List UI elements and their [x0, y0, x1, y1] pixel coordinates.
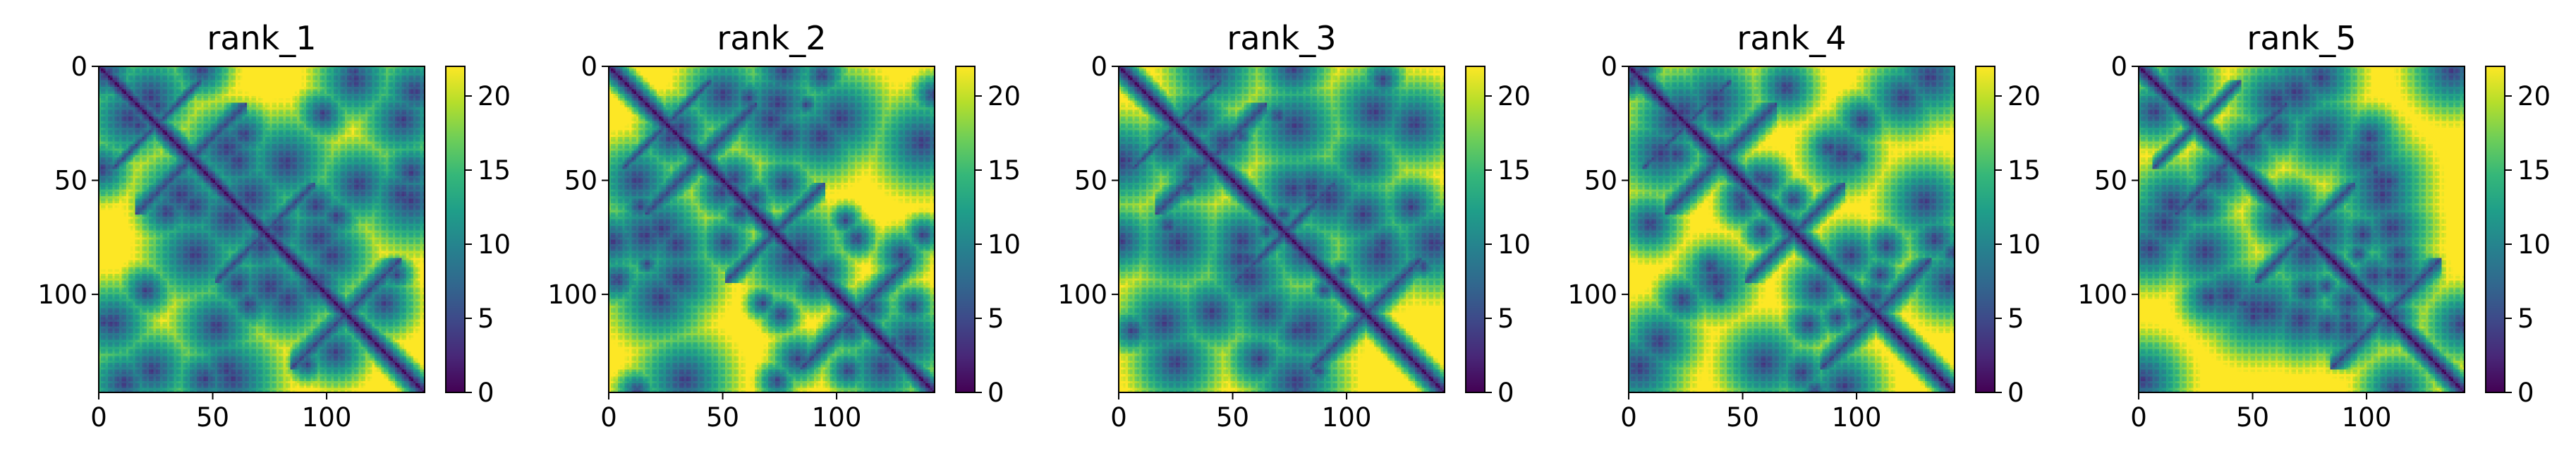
colorbar-tick-label: 15	[988, 155, 1021, 186]
heatmap-panel-3: rank_3 0 50 100 0 50 100 0 5 10 15 20	[1057, 19, 1531, 433]
colorbar-tick-label: 10	[478, 229, 511, 260]
x-tick-label: 0	[1110, 402, 1127, 433]
heatmap-image	[2139, 66, 2465, 392]
colorbar	[1975, 66, 1995, 393]
colorbar-tick-label: 10	[2517, 229, 2551, 260]
x-tick-label: 100	[302, 402, 352, 433]
colorbar-tick-label: 0	[2007, 378, 2024, 408]
colorbar-tick-label: 5	[2007, 303, 2024, 334]
heatmap-panel-2: rank_2 0 50 100 0 50 100 0 5 10 15 20	[547, 19, 1021, 433]
colorbar-tick-label: 5	[478, 303, 494, 334]
colorbar	[445, 66, 466, 393]
colorbar-tick-label: 0	[478, 378, 494, 408]
y-tick-label: 100	[37, 279, 87, 310]
y-tick-label: 50	[564, 166, 597, 196]
colorbar-tick-label: 15	[2007, 155, 2041, 186]
y-tick-label: 50	[54, 166, 87, 196]
colorbar-tick-label: 20	[1497, 81, 1531, 112]
heatmap-image	[1629, 66, 1955, 392]
x-tick-label: 0	[600, 402, 617, 433]
y-tick-label: 0	[1600, 52, 1617, 82]
x-tick-label: 100	[812, 402, 862, 433]
colorbar	[2485, 66, 2505, 393]
heatmap-panel-5: rank_5 0 50 100 0 50 100 0 5 10 15 20	[2077, 19, 2551, 433]
colorbar-tick-label: 5	[2517, 303, 2534, 334]
colorbar-tick-label: 0	[1497, 378, 1514, 408]
x-tick-label: 0	[90, 402, 107, 433]
heatmap-panel-4: rank_4 0 50 100 0 50 100 0 5 10 15 20	[1567, 19, 2041, 433]
plot-frame	[1118, 66, 1445, 393]
x-tick-label: 100	[1832, 402, 1882, 433]
x-tick-label: 0	[2130, 402, 2147, 433]
colorbar-tick-label: 20	[988, 81, 1021, 112]
panel-title: rank_5	[2247, 19, 2356, 57]
y-tick-label: 100	[2077, 279, 2127, 310]
colorbar	[1465, 66, 1486, 393]
colorbar-tick-label: 15	[2517, 155, 2551, 186]
y-tick-label: 100	[547, 279, 597, 310]
colorbar-tick-label: 5	[1497, 303, 1514, 334]
heatmap-image	[609, 66, 935, 392]
plot-frame	[2138, 66, 2465, 393]
panel-title: rank_3	[1227, 19, 1336, 57]
y-tick-label: 50	[2094, 166, 2127, 196]
y-tick-label: 0	[1090, 52, 1107, 82]
y-tick-label: 0	[2110, 52, 2127, 82]
y-tick-label: 0	[581, 52, 597, 82]
y-tick-label: 50	[1074, 166, 1107, 196]
x-tick-label: 50	[706, 402, 739, 433]
plot-frame	[1628, 66, 1955, 393]
plot-frame	[98, 66, 425, 393]
colorbar-tick-label: 20	[2007, 81, 2041, 112]
colorbar-tick-label: 5	[988, 303, 1004, 334]
panel-title: rank_2	[717, 19, 826, 57]
x-tick-label: 50	[196, 402, 229, 433]
plot-frame	[608, 66, 935, 393]
colorbar-tick-label: 0	[2517, 378, 2534, 408]
y-tick-label: 0	[71, 52, 87, 82]
colorbar-tick-label: 15	[478, 155, 511, 186]
y-tick-label: 50	[1584, 166, 1617, 196]
x-tick-label: 50	[1726, 402, 1759, 433]
colorbar-tick-label: 0	[988, 378, 1004, 408]
x-tick-label: 100	[1322, 402, 1372, 433]
y-tick-label: 100	[1057, 279, 1107, 310]
colorbar-tick-label: 10	[988, 229, 1021, 260]
colorbar-tick-label: 20	[2517, 81, 2551, 112]
panel-title: rank_4	[1737, 19, 1846, 57]
colorbar	[955, 66, 976, 393]
colorbar-tick-label: 15	[1497, 155, 1531, 186]
y-tick-label: 100	[1567, 279, 1617, 310]
heatmap-image	[99, 66, 425, 392]
colorbar-tick-label: 10	[1497, 229, 1531, 260]
x-tick-label: 50	[1216, 402, 1249, 433]
colorbar-tick-label: 20	[478, 81, 511, 112]
heatmap-panel-1: rank_1 0 50 100 0 50 100 0 5 10 15 20	[37, 19, 511, 433]
x-tick-label: 100	[2342, 402, 2392, 433]
panel-title: rank_1	[207, 19, 316, 57]
x-tick-label: 50	[2236, 402, 2269, 433]
x-tick-label: 0	[1620, 402, 1637, 433]
colorbar-tick-label: 10	[2007, 229, 2041, 260]
heatmap-image	[1119, 66, 1445, 392]
